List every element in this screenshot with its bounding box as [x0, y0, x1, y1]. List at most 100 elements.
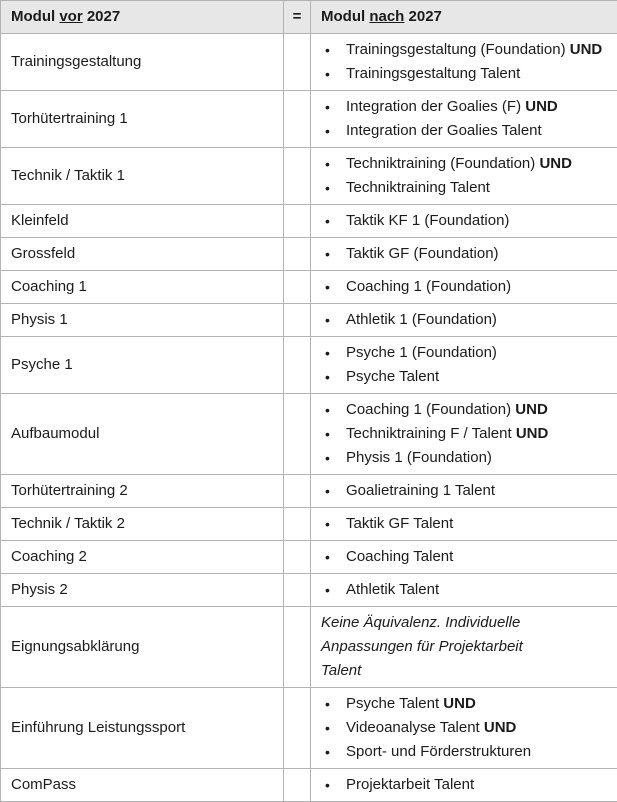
equals-cell [284, 91, 311, 148]
table-row: Physis 2 •Athletik Talent [1, 574, 617, 607]
und-conjunction: UND [570, 41, 603, 58]
bullet-icon: • [325, 209, 330, 233]
equals-cell [284, 34, 311, 91]
bullet-icon: • [325, 740, 330, 764]
new-modules-list: • Goalietraining 1 Talent [311, 479, 617, 503]
new-module-label: Projektarbeit Talent [346, 776, 474, 793]
new-module-cell: • Trainingsgestaltung (Foundation) UND • Tr… [311, 34, 617, 91]
equivalence-item: • Coaching Talent [311, 545, 617, 569]
new-module-label: Techniktraining (Foundation) [346, 155, 535, 172]
new-module-label: Physis 1 (Foundation) [346, 449, 492, 466]
old-module-cell: ComPass [1, 769, 284, 802]
new-module-cell: • Coaching 1 (Foundation) UND •Techniktrai… [311, 394, 617, 475]
old-module-cell: Aufbaumodul [1, 394, 284, 475]
header-underlined-word: vor [59, 8, 82, 25]
equals-cell [284, 508, 311, 541]
und-conjunction: UND [525, 98, 558, 115]
new-module-label: Psyche Talent [346, 368, 439, 385]
equivalence-item: • Trainingsgestaltung (Foundation) UND [311, 38, 617, 62]
equals-cell [284, 205, 311, 238]
new-modules-list: • Techniktraining (Foundation) UND •Techni… [311, 152, 617, 200]
no-equivalence-note: Keine Äquivalenz. Individuelle Anpassung… [321, 611, 567, 683]
new-module-label: Athletik Talent [346, 581, 439, 598]
equals-cell [284, 148, 311, 205]
equivalence-item: • Taktik GF (Foundation) [311, 242, 617, 266]
bullet-icon: • [325, 308, 330, 332]
equals-cell [284, 304, 311, 337]
bullet-icon: • [325, 545, 330, 569]
new-modules-list: •Athletik Talent [311, 578, 617, 602]
equivalence-item: •Psyche 1 (Foundation) [311, 341, 617, 365]
new-module-cell: • Taktik GF (Foundation) [311, 238, 617, 271]
header-row: Modul vor 2027 = Modul nach 2027 [1, 1, 617, 34]
new-module-label: Trainingsgestaltung Talent [346, 65, 520, 82]
new-module-cell: • Goalietraining 1 Talent [311, 475, 617, 508]
new-modules-list: •Athletik 1 (Foundation) [311, 308, 617, 332]
und-conjunction: UND [484, 719, 517, 736]
new-module-label: Sport- und Förderstrukturen [346, 743, 531, 760]
und-conjunction: UND [443, 695, 476, 712]
new-module-label: Taktik GF (Foundation) [346, 245, 499, 262]
new-module-cell: • Integration der Goalies (F) UND •Integra… [311, 91, 617, 148]
new-module-cell: • Taktik KF 1 (Foundation) [311, 205, 617, 238]
old-module-cell: Torhütertraining 2 [1, 475, 284, 508]
table-row: ComPass •Projektarbeit Talent [1, 769, 617, 802]
new-module-label: Coaching 1 (Foundation) [346, 401, 511, 418]
equivalence-item: •Psyche Talent UND [311, 692, 617, 716]
equals-cell [284, 475, 311, 508]
new-module-label: Trainingsgestaltung (Foundation) [346, 41, 566, 58]
bullet-icon: • [325, 242, 330, 266]
new-modules-list: • Coaching Talent [311, 545, 617, 569]
table-row: Coaching 2•Coaching Talent [1, 541, 617, 574]
new-modules-list: •Taktik GF Talent [311, 512, 617, 536]
equals-cell [284, 574, 311, 607]
equivalence-item: •Integration der Goalies Talent [311, 119, 617, 143]
old-module-cell: Physis 1 [1, 304, 284, 337]
table-row: Physis 1 •Athletik 1 (Foundation) [1, 304, 617, 337]
header-underlined-word: nach [369, 8, 404, 25]
equivalence-item: • Taktik KF 1 (Foundation) [311, 209, 617, 233]
equals-cell [284, 769, 311, 802]
equivalence-item: •Athletik Talent [311, 578, 617, 602]
header-text: Modul [321, 8, 369, 25]
bullet-icon: • [325, 152, 330, 176]
equivalence-item: •Projektarbeit Talent [311, 773, 617, 797]
new-module-label: Coaching Talent [346, 548, 453, 565]
bullet-icon: • [325, 365, 330, 389]
table-row: Kleinfeld•Taktik KF 1 (Foundation) [1, 205, 617, 238]
equivalence-item: •Techniktraining Talent [311, 176, 617, 200]
equivalence-item: • Goalietraining 1 Talent [311, 479, 617, 503]
equals-cell [284, 394, 311, 475]
bullet-icon: • [325, 119, 330, 143]
bullet-icon: • [325, 692, 330, 716]
header-text: Modul [11, 8, 59, 25]
equivalence-item: • Coaching 1 (Foundation) UND [311, 398, 617, 422]
bullet-icon: • [325, 398, 330, 422]
new-modules-list: •Coaching 1 (Foundation) [311, 275, 617, 299]
new-module-cell: •Projektarbeit Talent [311, 769, 617, 802]
bullet-icon: • [325, 479, 330, 503]
old-module-cell: Technik / Taktik 1 [1, 148, 284, 205]
new-module-cell: • Techniktraining (Foundation) UND •Techni… [311, 148, 617, 205]
new-module-label: Coaching 1 (Foundation) [346, 278, 511, 295]
new-modules-list: •Psyche 1 (Foundation) • Psyche Talent [311, 341, 617, 389]
old-module-cell: Physis 2 [1, 574, 284, 607]
equivalence-item: • Techniktraining (Foundation) UND [311, 152, 617, 176]
new-module-cell: •Coaching 1 (Foundation) [311, 271, 617, 304]
new-module-label: Goalietraining 1 Talent [346, 482, 495, 499]
new-module-label: Taktik GF Talent [346, 515, 453, 532]
new-module-label: Integration der Goalies (F) [346, 98, 521, 115]
und-conjunction: UND [515, 401, 548, 418]
bullet-icon: • [325, 38, 330, 62]
equivalence-item: •Techniktraining F / Talent UND [311, 422, 617, 446]
new-module-label: Taktik KF 1 (Foundation) [346, 212, 509, 229]
new-module-label: Techniktraining Talent [346, 179, 490, 196]
table-body: Trainingsgestaltung•Trainingsgestaltung … [1, 34, 617, 802]
old-module-cell: Grossfeld [1, 238, 284, 271]
bullet-icon: • [325, 62, 330, 86]
und-conjunction: UND [539, 155, 572, 172]
bullet-icon: • [325, 716, 330, 740]
new-module-cell: •Athletik 1 (Foundation) [311, 304, 617, 337]
